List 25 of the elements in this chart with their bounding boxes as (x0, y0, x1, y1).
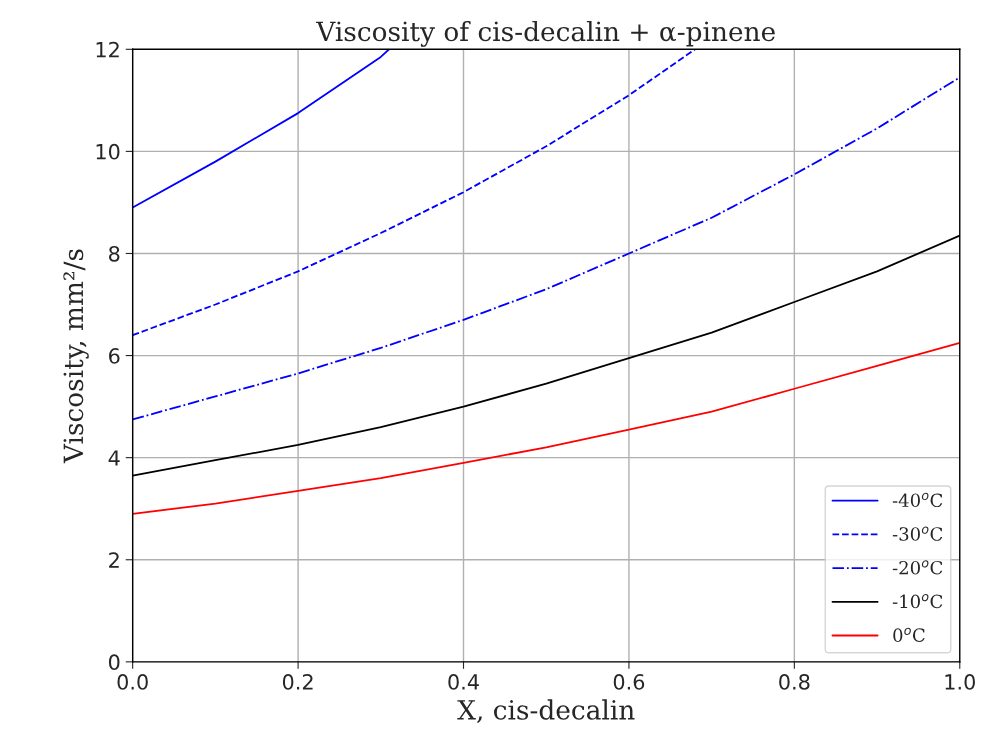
legend-label: -30$^{o}$C (892, 526, 943, 541)
y-tick-label: 12 (96, 41, 119, 58)
chart-title: Viscosity of cis-decalin + α-pinene (315, 20, 775, 47)
x-tick-label: 0.0 (117, 674, 148, 690)
y-tick-label: 0 (108, 654, 120, 671)
y-tick-label: 10 (96, 143, 120, 160)
y-tick-label: 4 (108, 450, 120, 466)
x-tick-label: 0.8 (779, 674, 810, 690)
x-tick-label: 0.6 (613, 674, 645, 690)
y-tick-label: 6 (109, 348, 120, 364)
line-series (132, 76, 960, 421)
x-tick-label: 0.4 (448, 674, 479, 690)
y-axis-title: Viscosity, mm²/s (63, 249, 89, 464)
line-series (132, 49, 697, 337)
legend-label: -10$^{o}$C (892, 594, 943, 609)
line-series (132, 341, 960, 515)
legend-label: -40$^{o}$C (892, 492, 943, 508)
x-axis-title: X, cis-decalin (457, 699, 635, 724)
y-tick-label: 8 (109, 245, 120, 262)
legend-label: 0$^{o}$C (893, 627, 925, 642)
legend-label: -20$^{o}$C (892, 560, 943, 575)
x-tick-label: 0.2 (282, 674, 313, 690)
y-tick-label: 2 (109, 552, 119, 568)
x-tick-label: 1.0 (945, 674, 975, 690)
line-series (132, 49, 390, 209)
